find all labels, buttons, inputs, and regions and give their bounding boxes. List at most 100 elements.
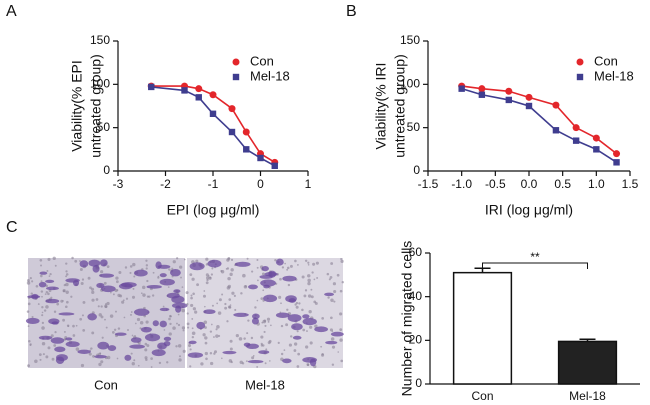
texture-dot bbox=[50, 296, 53, 299]
texture-dot bbox=[74, 259, 78, 263]
texture-dot bbox=[91, 298, 95, 302]
texture-dot bbox=[146, 279, 149, 283]
y-tick-label: 0 bbox=[415, 376, 422, 390]
y-tick-label: 0 bbox=[413, 163, 420, 177]
texture-dot bbox=[129, 271, 132, 274]
cell bbox=[222, 350, 237, 355]
cell bbox=[233, 312, 249, 317]
texture-dot bbox=[75, 324, 78, 327]
texture-dot bbox=[131, 362, 135, 366]
texture-dot bbox=[104, 318, 106, 321]
texture-dot bbox=[287, 283, 291, 287]
cell bbox=[96, 282, 105, 289]
texture-dot bbox=[181, 326, 186, 330]
cell bbox=[261, 266, 269, 272]
cell bbox=[94, 354, 107, 359]
texture-dot bbox=[63, 283, 67, 287]
texture-dot bbox=[118, 270, 122, 275]
texture-dot bbox=[115, 276, 119, 280]
texture-dot bbox=[65, 270, 68, 273]
texture-dot bbox=[190, 296, 193, 300]
cell bbox=[268, 270, 277, 278]
cell bbox=[54, 346, 66, 353]
texture-dot bbox=[28, 339, 31, 343]
texture-dot bbox=[329, 275, 333, 279]
texture-dot bbox=[82, 329, 86, 332]
texture-dot bbox=[308, 310, 312, 314]
texture-dot bbox=[175, 345, 178, 348]
texture-dot bbox=[245, 360, 248, 363]
texture-dot bbox=[224, 306, 228, 310]
cell bbox=[203, 309, 216, 315]
texture-dot bbox=[106, 355, 111, 360]
cell bbox=[65, 337, 73, 341]
cell bbox=[45, 298, 60, 304]
texture-dot bbox=[226, 320, 229, 323]
cell bbox=[46, 286, 59, 291]
cell bbox=[302, 318, 317, 326]
cell bbox=[25, 317, 40, 324]
texture-dot bbox=[171, 267, 174, 270]
texture-dot bbox=[167, 286, 170, 288]
legend-marker bbox=[232, 58, 240, 66]
texture-dot bbox=[210, 273, 214, 276]
texture-dot bbox=[105, 326, 108, 329]
texture-dot bbox=[293, 349, 297, 352]
cell bbox=[79, 260, 89, 268]
texture-dot bbox=[256, 258, 259, 261]
texture-dot bbox=[254, 306, 257, 309]
point bbox=[572, 137, 580, 144]
texture-dot bbox=[205, 257, 209, 261]
texture-dot bbox=[266, 317, 271, 321]
texture-dot bbox=[221, 357, 223, 360]
y-axis-label: Viability(% IRI bbox=[373, 63, 389, 150]
texture-dot bbox=[80, 281, 84, 286]
legend-label: Mel-18 bbox=[594, 68, 634, 83]
texture-dot bbox=[186, 303, 189, 306]
y-tick-label: 100 bbox=[400, 77, 420, 91]
texture-dot bbox=[210, 361, 214, 366]
texture-dot bbox=[205, 357, 208, 361]
x-tick-label: 0 bbox=[257, 177, 264, 191]
texture-dot bbox=[181, 286, 184, 288]
texture-dot bbox=[202, 333, 206, 337]
cell bbox=[163, 341, 171, 347]
cell bbox=[173, 289, 181, 294]
cell bbox=[140, 326, 152, 333]
texture-dot bbox=[257, 279, 259, 282]
texture-dot bbox=[213, 336, 215, 338]
texture-dot bbox=[286, 308, 289, 311]
cell bbox=[247, 359, 264, 364]
texture-dot bbox=[296, 365, 300, 368]
point bbox=[209, 91, 217, 99]
texture-dot bbox=[98, 313, 102, 317]
texture-dot bbox=[65, 275, 68, 278]
texture-dot bbox=[182, 329, 185, 332]
texture-dot bbox=[178, 358, 182, 362]
texture-dot bbox=[192, 307, 197, 311]
texture-dot bbox=[289, 335, 293, 338]
texture-dot bbox=[195, 259, 199, 263]
texture-dot bbox=[116, 280, 119, 284]
cell bbox=[124, 354, 132, 361]
cell bbox=[159, 273, 167, 278]
y-axis-label: untreated group) bbox=[392, 54, 408, 158]
texture-dot bbox=[131, 334, 134, 337]
texture-dot bbox=[297, 352, 301, 356]
texture-dot bbox=[230, 360, 233, 364]
texture-dot bbox=[45, 355, 49, 359]
cell bbox=[169, 268, 181, 277]
y-tick-label: 40 bbox=[409, 289, 423, 303]
texture-dot bbox=[91, 331, 95, 335]
texture-dot bbox=[267, 341, 271, 345]
cell bbox=[163, 336, 172, 341]
texture-dot bbox=[211, 267, 214, 270]
cell bbox=[159, 307, 170, 312]
x-tick-label: 0.5 bbox=[554, 177, 571, 191]
texture-dot bbox=[168, 268, 171, 271]
panel-label: C bbox=[6, 219, 18, 236]
texture-dot bbox=[70, 295, 73, 298]
texture-dot bbox=[279, 277, 282, 281]
texture-dot bbox=[307, 278, 311, 283]
point bbox=[552, 127, 560, 134]
